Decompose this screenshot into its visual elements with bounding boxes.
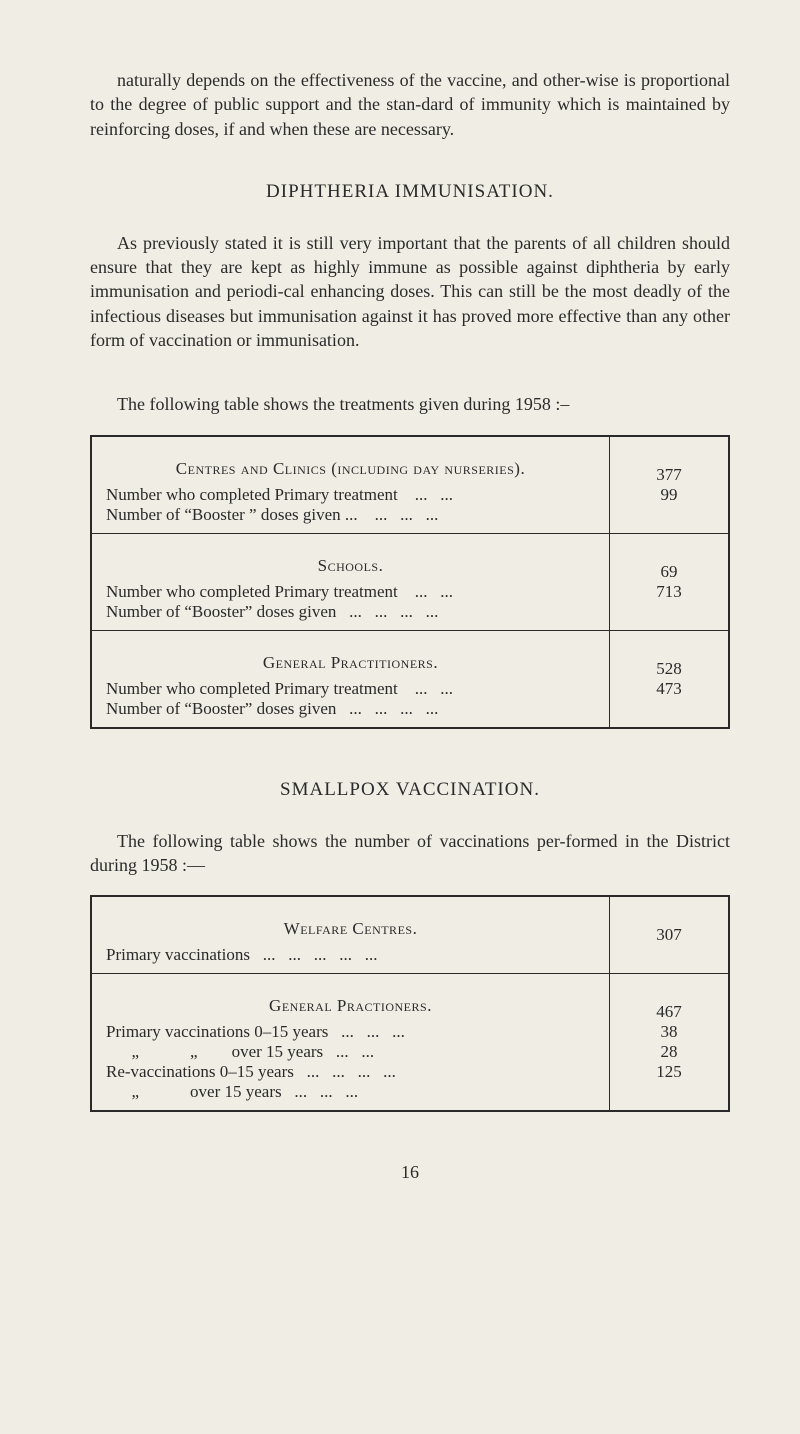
- row-value: 467: [624, 1002, 714, 1022]
- row-value: 99: [624, 485, 714, 505]
- diphtheria-section-2-title: Schools.: [106, 542, 595, 582]
- row-label: Primary vaccinations: [106, 945, 250, 964]
- row-label: Number of “Booster” doses given: [106, 699, 336, 718]
- diphtheria-heading: DIPHTHERIA IMMUNISATION.: [90, 181, 730, 203]
- table-row: Number who completed Primary treatment .…: [106, 485, 595, 505]
- table-row: Number who completed Primary treatment .…: [106, 679, 595, 699]
- smallpox-table: Welfare Centres. Primary vaccinations ..…: [90, 895, 730, 1112]
- intro-paragraph: naturally depends on the effectiveness o…: [90, 68, 730, 141]
- row-value: 473: [624, 679, 714, 699]
- row-value: 307: [624, 925, 714, 945]
- smallpox-heading: SMALLPOX VACCINATION.: [90, 779, 730, 801]
- table-row: „ over 15 years ... ... ...: [106, 1082, 595, 1102]
- row-label: Number of “Booster ” doses given ...: [106, 505, 358, 524]
- row-label: Re-vaccinations 0–15 years: [106, 1062, 294, 1081]
- table-row: Number of “Booster ” doses given ... ...…: [106, 505, 595, 525]
- row-value: 28: [624, 1042, 714, 1062]
- diphtheria-table-intro: The following table shows the treatments…: [90, 392, 730, 416]
- page-content: naturally depends on the effectiveness o…: [0, 0, 800, 1223]
- row-value: 69: [624, 562, 714, 582]
- table-row: Re-vaccinations 0–15 years ... ... ... .…: [106, 1062, 595, 1082]
- row-label: Number who completed Primary treatment: [106, 679, 398, 698]
- smallpox-paragraph: The following table shows the number of …: [90, 829, 730, 878]
- row-value: 713: [624, 582, 714, 602]
- row-label: Primary vaccinations 0–15 years: [106, 1022, 328, 1041]
- row-label: Number who completed Primary treatment: [106, 485, 398, 504]
- page-number: 16: [90, 1162, 730, 1183]
- table-row: Number who completed Primary treatment .…: [106, 582, 595, 602]
- smallpox-section-1-title: Welfare Centres.: [106, 905, 595, 945]
- row-label: „ „ over 15 years: [106, 1042, 323, 1061]
- diphtheria-section-1-title: Centres and Clinics (including day nurse…: [106, 445, 595, 485]
- table-row: Primary vaccinations 0–15 years ... ... …: [106, 1022, 595, 1042]
- row-value: 377: [624, 465, 714, 485]
- table-row: „ „ over 15 years ... ...: [106, 1042, 595, 1062]
- row-label: „ over 15 years: [106, 1082, 282, 1101]
- table-row: Number of “Booster” doses given ... ... …: [106, 699, 595, 719]
- diphtheria-paragraph: As previously stated it is still very im…: [90, 231, 730, 352]
- table-row: Number of “Booster” doses given ... ... …: [106, 602, 595, 622]
- row-value: 38: [624, 1022, 714, 1042]
- row-label: Number of “Booster” doses given: [106, 602, 336, 621]
- table-row: Primary vaccinations ... ... ... ... ...: [106, 945, 595, 965]
- row-label: Number who completed Primary treatment: [106, 582, 398, 601]
- row-value: 125: [624, 1062, 714, 1082]
- diphtheria-table: Centres and Clinics (including day nurse…: [90, 435, 730, 729]
- row-value: 528: [624, 659, 714, 679]
- smallpox-section-2-title: General Practioners.: [106, 982, 595, 1022]
- diphtheria-section-3-title: General Practitioners.: [106, 639, 595, 679]
